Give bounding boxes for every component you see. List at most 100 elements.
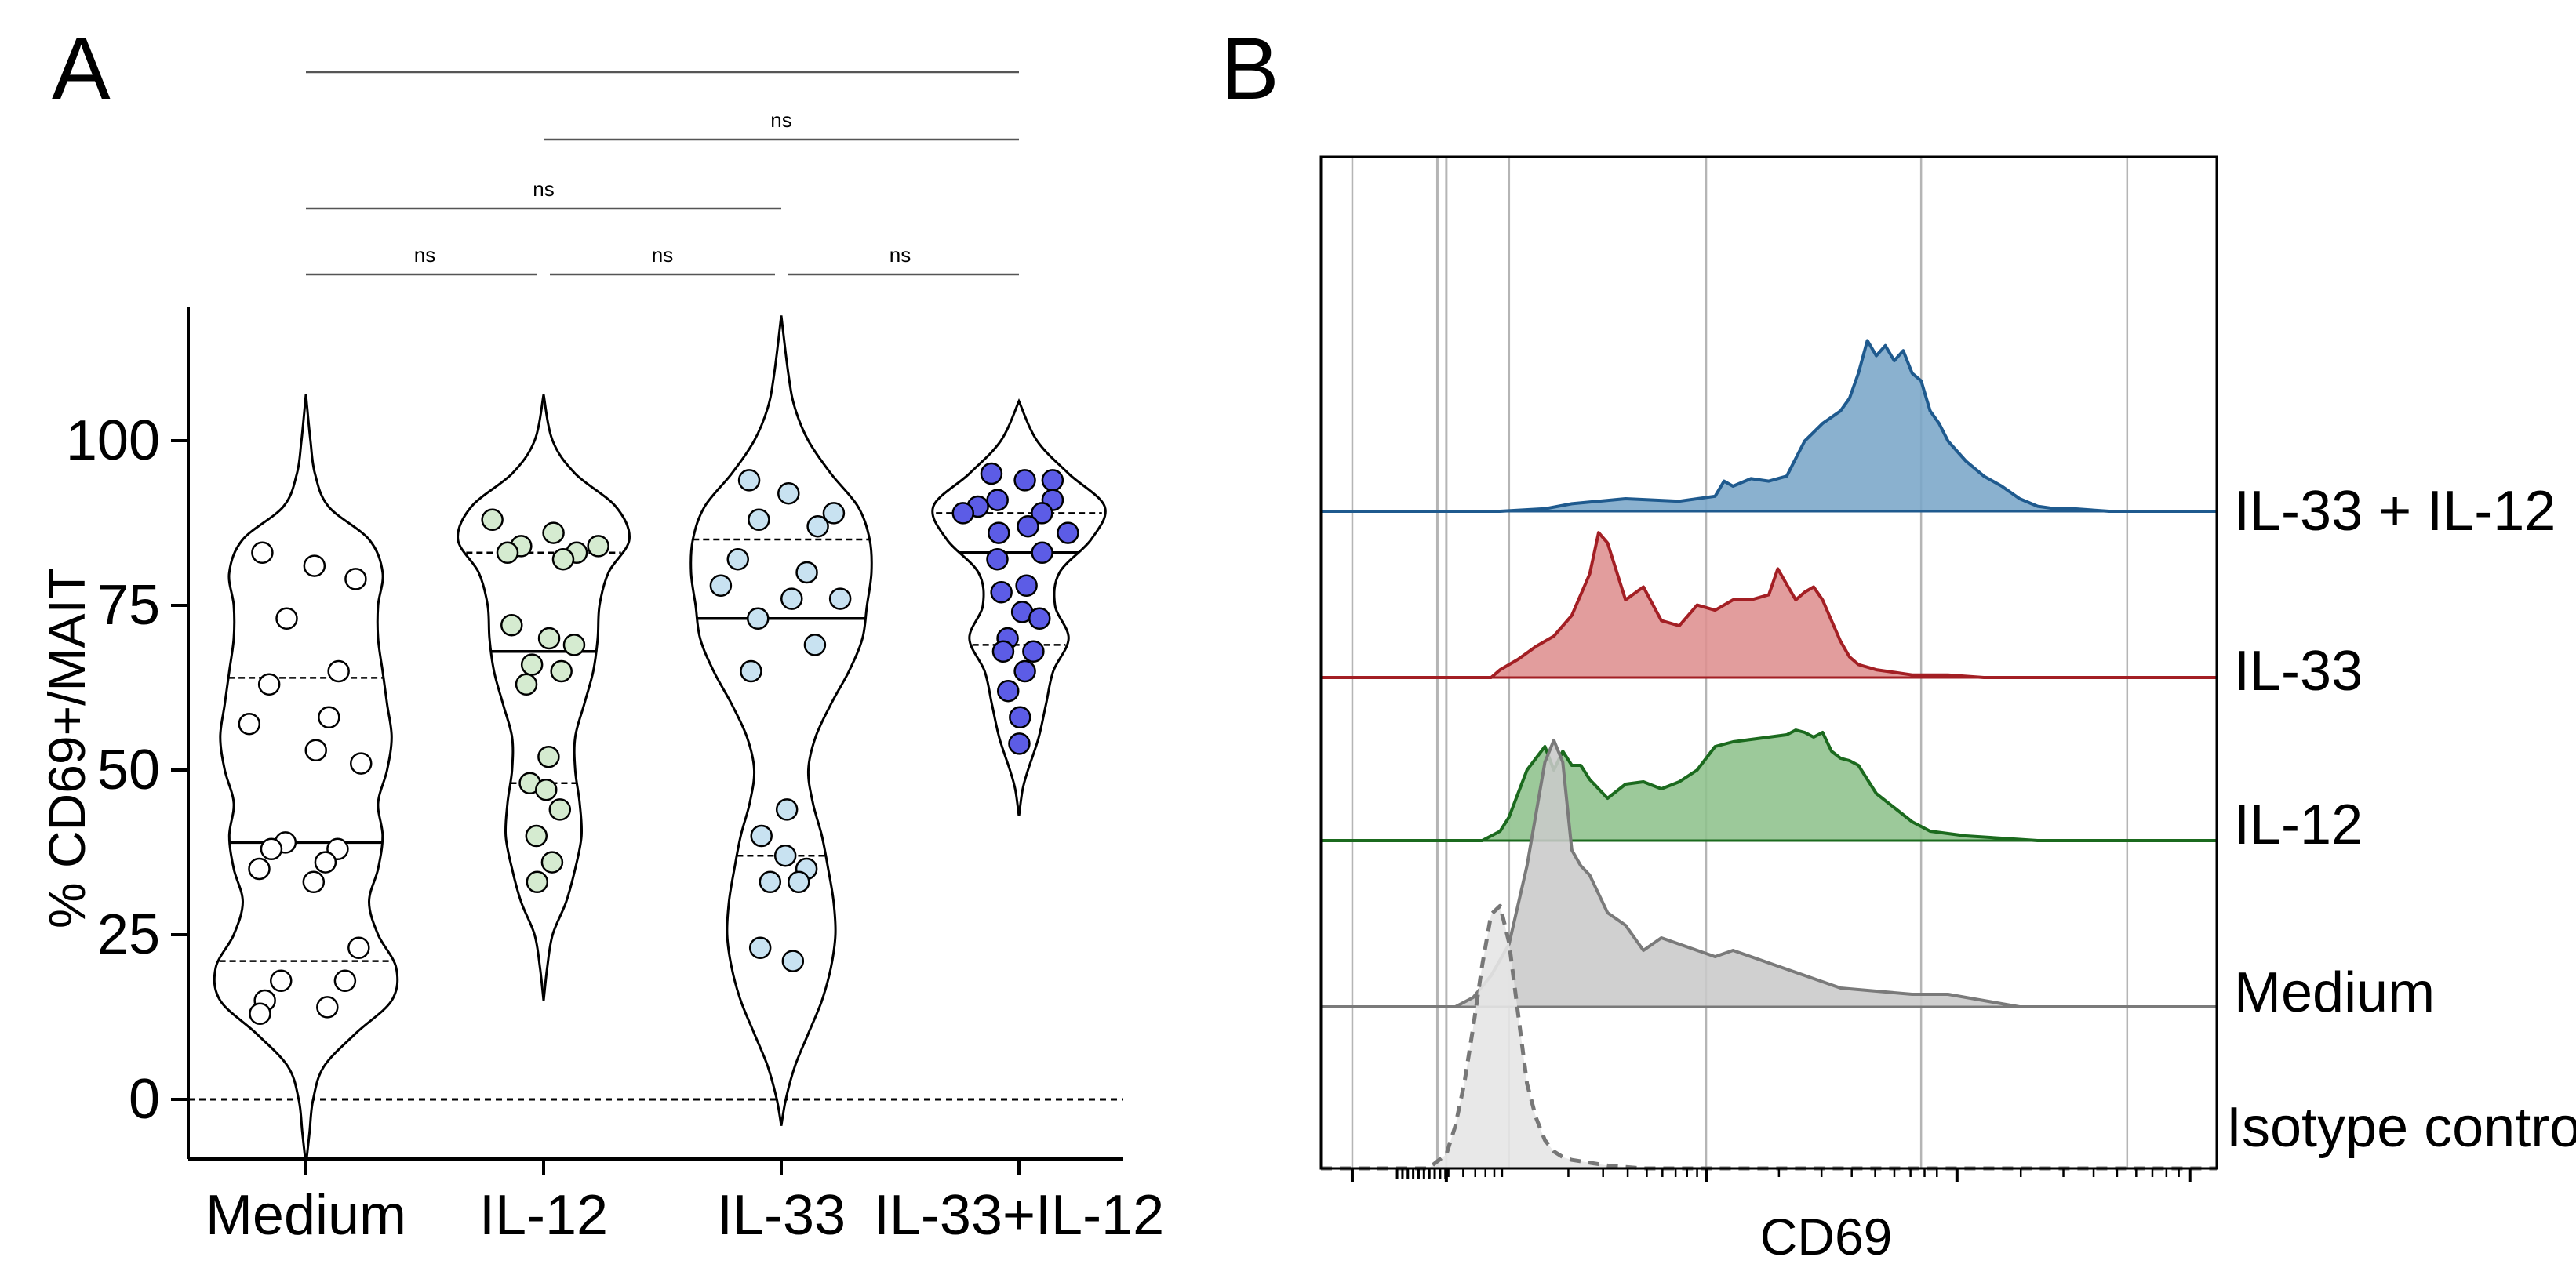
data-point	[251, 541, 274, 565]
data-point	[551, 547, 575, 571]
data-point	[249, 1002, 271, 1026]
data-point	[806, 514, 829, 538]
data-point	[275, 607, 298, 630]
significance-label: ns	[533, 177, 554, 201]
histogram-fill	[1321, 532, 2217, 678]
data-point	[1031, 541, 1053, 565]
data-point	[726, 547, 750, 571]
data-point	[780, 587, 803, 610]
data-point	[1028, 607, 1051, 630]
y-tick-label: 100	[66, 409, 160, 472]
data-point	[991, 640, 1015, 663]
x-category-label: IL-33	[717, 1184, 846, 1247]
histogram-isotype-control: Isotype control	[1321, 903, 2576, 1171]
data-point	[550, 659, 573, 683]
data-point	[1013, 469, 1036, 492]
violins	[213, 315, 1107, 1166]
violin-il-33-il-12	[931, 398, 1107, 817]
histogram-outline	[1321, 339, 2217, 513]
data-point	[344, 568, 367, 590]
data-point	[788, 870, 810, 894]
y-tick-label: 0	[129, 1068, 160, 1131]
significance-label: ns	[890, 243, 911, 267]
data-point	[822, 502, 846, 525]
data-point	[347, 936, 370, 960]
data-point	[773, 844, 797, 867]
data-point	[333, 969, 357, 993]
data-point	[260, 837, 283, 861]
data-point	[1041, 469, 1064, 492]
data-point	[795, 561, 818, 584]
histogram-fill	[1321, 340, 2217, 511]
data-point	[1008, 732, 1031, 755]
data-point	[828, 587, 852, 610]
data-point	[1031, 502, 1053, 525]
histogram-fill	[1321, 740, 2217, 1007]
data-point	[986, 489, 1009, 511]
data-point	[316, 996, 339, 1019]
data-point	[951, 502, 975, 525]
series-label: IL-12	[2234, 794, 2363, 856]
y-tick-label: 75	[97, 574, 160, 637]
data-point	[1015, 574, 1038, 598]
x-axis-log-ticks	[1350, 1168, 2192, 1182]
data-point	[542, 521, 565, 544]
data-point	[1017, 514, 1039, 538]
violin-il-12	[457, 394, 631, 1001]
data-point	[540, 851, 564, 874]
x-category-label: Medium	[206, 1184, 406, 1247]
violin-il-33	[689, 315, 873, 1126]
y-tick-label: 50	[97, 739, 160, 801]
histogram-il-33: IL-33	[1321, 531, 2363, 703]
plot-frame	[1319, 155, 2218, 1170]
data-point	[781, 950, 805, 972]
data-point	[548, 798, 572, 821]
series-label: IL-33 + IL-12	[2234, 480, 2556, 543]
series-label: Isotype control	[2226, 1096, 2576, 1159]
data-point	[748, 508, 770, 532]
data-point	[750, 824, 773, 848]
data-point	[525, 824, 548, 848]
panel-b-letter: B	[1221, 20, 1279, 118]
data-point	[257, 673, 281, 696]
data-point	[520, 653, 544, 676]
histogram-il-33-il-12: IL-33 + IL-12	[1321, 339, 2556, 543]
data-point	[587, 535, 609, 558]
y-tick-label: 25	[97, 903, 160, 966]
data-point	[747, 607, 770, 630]
data-point	[481, 508, 504, 532]
significance-label: ns	[414, 243, 435, 267]
data-point	[537, 627, 561, 650]
histogram-series: IL-33 + IL-12 IL-33 IL-12 Medium Isotype con…	[1321, 339, 2576, 1171]
data-point	[740, 659, 762, 683]
histogram-fill	[1321, 906, 2217, 1168]
data-point	[1022, 640, 1045, 663]
data-point	[709, 574, 733, 598]
data-point	[1009, 706, 1031, 729]
data-point	[304, 739, 327, 762]
data-point	[238, 712, 261, 736]
data-point	[1013, 659, 1036, 683]
data-point	[270, 969, 293, 993]
histogram-il-12: IL-12	[1321, 728, 2363, 856]
violin-outline	[457, 394, 631, 1001]
data-point	[777, 481, 800, 505]
data-point	[1057, 521, 1079, 544]
y-axis-label: % CD69+/MAIT	[38, 568, 96, 928]
data-point	[988, 521, 1010, 544]
significance-label: ns	[652, 243, 673, 267]
data-point	[562, 634, 586, 656]
data-point	[535, 778, 558, 801]
y-axis: 0 25 50 75 100 Medium IL-12 IL-33 IL-33+IL-12	[66, 307, 1164, 1247]
data-point	[496, 541, 519, 565]
data-point	[759, 870, 782, 894]
data-point	[775, 798, 799, 821]
data-point	[303, 554, 326, 577]
data-point	[350, 752, 373, 775]
data-point	[986, 547, 1009, 571]
series-label: IL-33	[2234, 640, 2363, 703]
data-point	[803, 634, 827, 656]
x-category-label: IL-12	[479, 1184, 608, 1247]
series-label: Medium	[2234, 961, 2435, 1024]
